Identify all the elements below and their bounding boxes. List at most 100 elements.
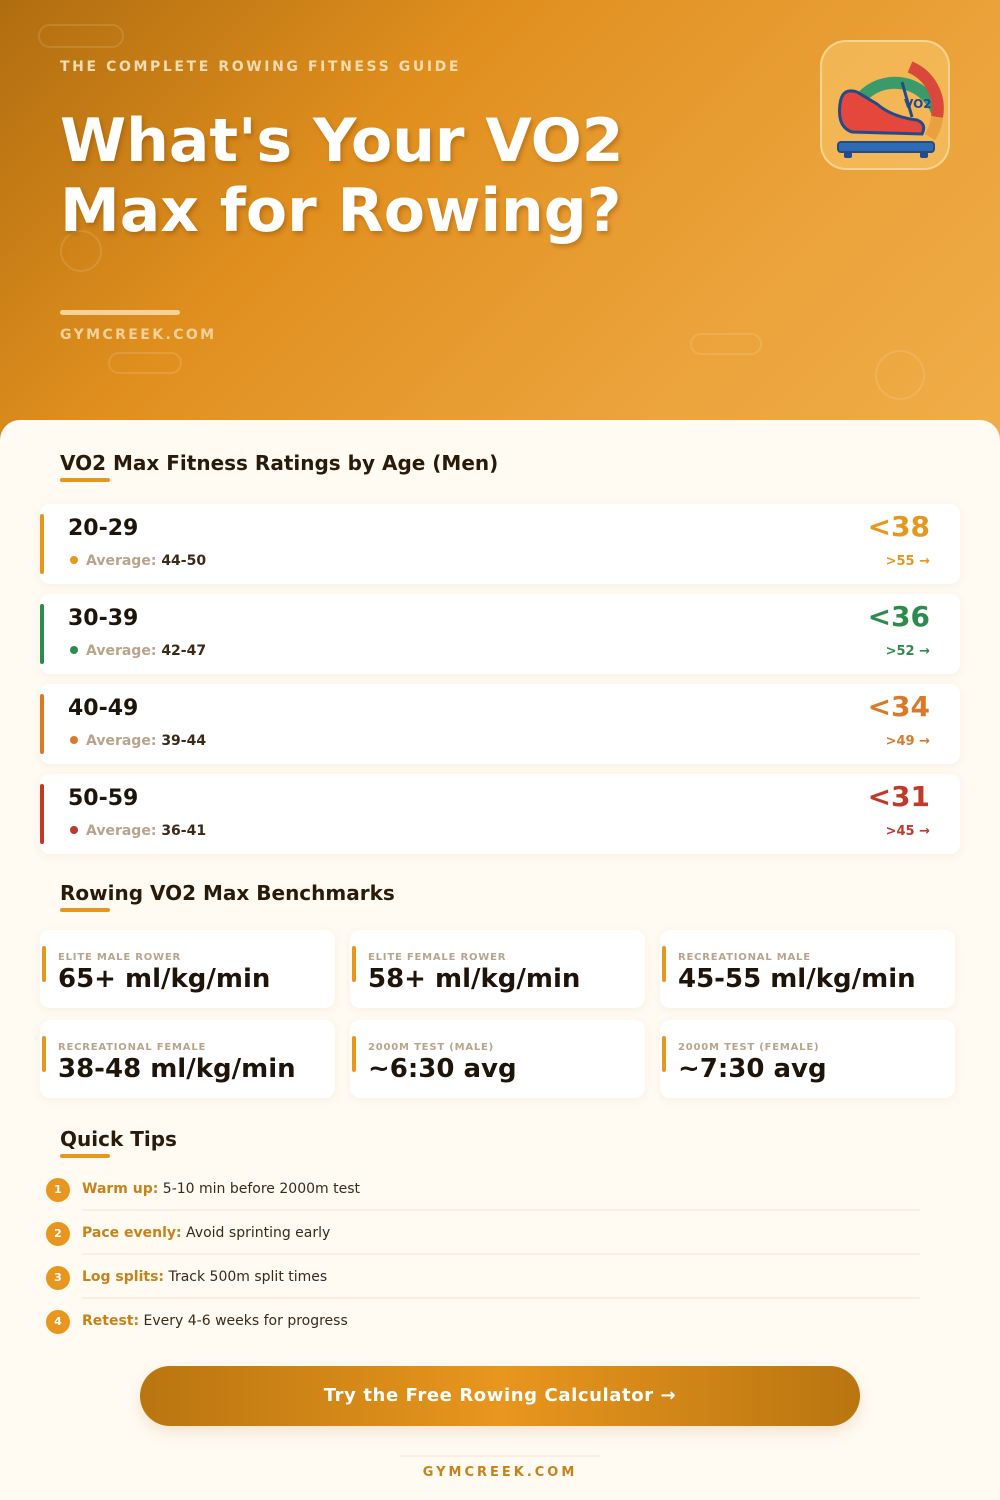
tip-detail: Every 4-6 weeks for progress [139,1313,348,1329]
tip-number-badge: 4 [46,1310,70,1334]
tip-item: 1 Warm up: 5-10 min before 2000m test [46,1178,926,1211]
tip-detail: Avoid sprinting early [181,1225,331,1241]
tip-title: Retest: [82,1313,140,1329]
benchmarks-heading: Rowing VO2 Max Benchmarks [60,881,395,905]
dot-icon [70,556,78,564]
high-threshold: >55 → [885,554,930,569]
tip-divider [82,1297,920,1299]
low-threshold: <36 [867,600,930,633]
average-value: 44-50 [161,553,207,569]
benchmark-label: RECREATIONAL MALE [678,952,811,963]
decorative-dumbbell [690,333,762,355]
benchmark-label: 2000M TEST (MALE) [368,1042,495,1053]
benchmark-value: ~7:30 avg [678,1054,827,1084]
row-color-bar [40,784,44,844]
rating-row-50-59: 50-59 Average: 36-41 <31 >45 → [40,774,960,854]
rating-row-40-49: 40-49 Average: 39-44 <34 >49 → [40,684,960,764]
average-label: Average: [86,823,157,839]
benchmark-value: 65+ ml/kg/min [58,964,271,994]
hero-header: THE COMPLETE ROWING FITNESS GUIDE What's… [0,0,1000,440]
low-threshold: <31 [867,780,930,813]
row-color-bar [40,604,44,664]
heading-underline [60,478,110,482]
benchmark-value: 38-48 ml/kg/min [58,1054,296,1084]
row-color-bar [40,514,44,574]
tip-text: Log splits: Track 500m split times [82,1269,327,1285]
svg-text:VO2: VO2 [904,97,932,111]
dot-icon [70,736,78,744]
card-accent-bar [42,946,46,982]
header-divider [60,310,180,315]
decorative-circle [60,230,102,272]
average-value: 36-41 [161,823,207,839]
footer-divider [400,1455,600,1457]
dot-icon [70,826,78,834]
average-label: Average: [86,733,157,749]
tip-divider [82,1209,920,1211]
ratings-heading: VO2 Max Fitness Ratings by Age (Men) [60,451,499,475]
title-line-1: What's Your VO2 [60,106,624,176]
tip-item: 2 Pace evenly: Avoid sprinting early [46,1222,926,1255]
benchmark-card: RECREATIONAL MALE 45-55 ml/kg/min [660,930,955,1008]
age-range: 40-49 [68,696,139,721]
age-range: 30-39 [68,606,139,631]
shoe-on-scale-vo2-gauge-icon: VO2 [837,61,944,158]
tip-text: Warm up: 5-10 min before 2000m test [82,1181,360,1197]
card-accent-bar [352,946,356,982]
tip-title: Log splits: [82,1269,165,1285]
tip-item: 4 Retest: Every 4-6 weeks for progress [46,1310,926,1340]
heading-underline [60,908,110,912]
average-line: Average: 44-50 [70,553,206,569]
card-accent-bar [42,1036,46,1072]
decorative-circle [875,350,925,400]
benchmark-value: ~6:30 avg [368,1054,517,1084]
benchmark-card: ELITE FEMALE ROWER 58+ ml/kg/min [350,930,645,1008]
tip-detail: Track 500m split times [164,1269,328,1285]
benchmark-label: ELITE FEMALE ROWER [368,952,507,963]
tip-detail: 5-10 min before 2000m test [158,1181,360,1197]
card-accent-bar [662,946,666,982]
rating-row-30-39: 30-39 Average: 42-47 <36 >52 → [40,594,960,674]
tip-number-badge: 1 [46,1178,70,1202]
benchmark-value: 58+ ml/kg/min [368,964,581,994]
average-line: Average: 36-41 [70,823,206,839]
age-range: 50-59 [68,786,139,811]
benchmark-value: 45-55 ml/kg/min [678,964,916,994]
tip-divider [82,1253,920,1255]
card-accent-bar [662,1036,666,1072]
benchmark-label: 2000M TEST (FEMALE) [678,1042,820,1053]
title-line-2: Max for Rowing? [60,176,622,246]
benchmark-label: RECREATIONAL FEMALE [58,1042,207,1053]
benchmark-card: 2000M TEST (MALE) ~6:30 avg [350,1020,645,1098]
dot-icon [70,646,78,654]
low-threshold: <34 [867,690,930,723]
average-label: Average: [86,643,157,659]
average-line: Average: 42-47 [70,643,206,659]
average-label: Average: [86,553,157,569]
high-threshold: >49 → [885,734,930,749]
low-threshold: <38 [867,510,930,543]
high-threshold: >52 → [885,644,930,659]
rowing-calculator-button[interactable]: Try the Free Rowing Calculator → [140,1366,860,1426]
footer-site: GYMCREEK.COM [422,1465,578,1480]
benchmark-label: ELITE MALE ROWER [58,952,181,963]
age-range: 20-29 [68,516,139,541]
tip-text: Pace evenly: Avoid sprinting early [82,1225,330,1241]
average-value: 39-44 [161,733,207,749]
decorative-dumbbell [108,352,182,374]
tip-title: Warm up: [82,1181,159,1197]
average-line: Average: 39-44 [70,733,206,749]
guide-kicker: THE COMPLETE ROWING FITNESS GUIDE [60,59,462,75]
tip-number-badge: 2 [46,1222,70,1246]
heading-underline [60,1154,110,1158]
benchmark-card: RECREATIONAL FEMALE 38-48 ml/kg/min [40,1020,335,1098]
header-site: GYMCREEK.COM [60,327,217,343]
card-accent-bar [352,1036,356,1072]
benchmark-card: ELITE MALE ROWER 65+ ml/kg/min [40,930,335,1008]
tip-number-badge: 3 [46,1266,70,1290]
rating-row-20-29: 20-29 Average: 44-50 <38 >55 → [40,504,960,584]
high-threshold: >45 → [885,824,930,839]
benchmark-card: 2000M TEST (FEMALE) ~7:30 avg [660,1020,955,1098]
tip-item: 3 Log splits: Track 500m split times [46,1266,926,1299]
row-color-bar [40,694,44,754]
